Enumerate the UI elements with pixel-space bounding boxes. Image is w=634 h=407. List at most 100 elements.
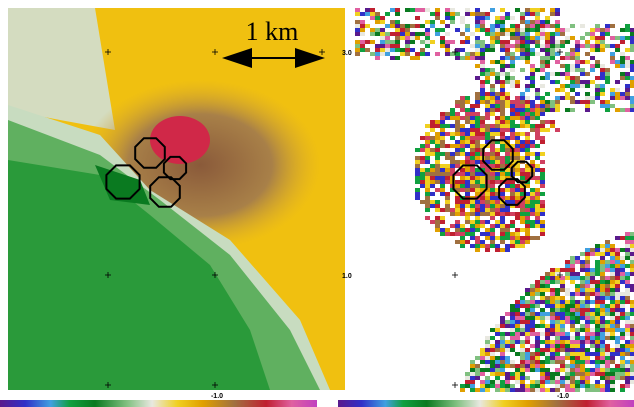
speckle-cell xyxy=(430,124,435,128)
speckle-cell xyxy=(500,92,505,96)
speckle-cell xyxy=(495,164,500,168)
speckle-cell xyxy=(610,268,615,272)
speckle-cell xyxy=(540,28,545,32)
speckle-cell xyxy=(530,320,535,324)
speckle-cell xyxy=(520,356,525,360)
speckle-cell xyxy=(520,140,525,144)
speckle-cell xyxy=(630,108,634,112)
speckle-cell xyxy=(490,380,495,384)
speckle-cell xyxy=(570,292,575,296)
speckle-cell xyxy=(575,360,580,364)
speckle-cell xyxy=(490,132,495,136)
speckle-cell xyxy=(595,308,600,312)
speckle-cell xyxy=(550,308,555,312)
speckle-cell xyxy=(515,172,520,176)
speckle-cell xyxy=(470,220,475,224)
speckle-cell xyxy=(630,244,634,248)
speckle-cell xyxy=(490,160,495,164)
speckle-cell xyxy=(485,156,490,160)
speckle-cell xyxy=(430,180,435,184)
speckle-cell xyxy=(600,92,605,96)
speckle-cell xyxy=(615,372,620,376)
speckle-cell xyxy=(625,72,630,76)
speckle-cell xyxy=(515,80,520,84)
speckle-cell xyxy=(400,28,405,32)
speckle-cell xyxy=(450,136,455,140)
speckle-cell xyxy=(415,156,420,160)
speckle-cell xyxy=(605,252,610,256)
speckle-cell xyxy=(465,8,470,12)
speckle-cell xyxy=(520,208,525,212)
speckle-cell xyxy=(535,16,540,20)
speckle-cell xyxy=(535,224,540,228)
speckle-cell xyxy=(515,28,520,32)
speckle-cell xyxy=(420,48,425,52)
speckle-cell xyxy=(575,348,580,352)
speckle-cell xyxy=(560,296,565,300)
speckle-cell xyxy=(540,128,545,132)
speckle-cell xyxy=(470,360,475,364)
speckle-cell xyxy=(530,224,535,228)
speckle-cell xyxy=(435,200,440,204)
speckle-cell xyxy=(455,56,460,60)
speckle-cell xyxy=(470,232,475,236)
speckle-cell xyxy=(625,36,630,40)
speckle-cell xyxy=(465,180,470,184)
speckle-cell xyxy=(610,380,615,384)
speckle-cell xyxy=(485,132,490,136)
speckle-cell xyxy=(465,220,470,224)
speckle-cell xyxy=(485,192,490,196)
speckle-cell xyxy=(570,264,575,268)
speckle-cell xyxy=(455,144,460,148)
speckle-cell xyxy=(465,144,470,148)
speckle-cell xyxy=(590,100,595,104)
speckle-cell xyxy=(420,160,425,164)
speckle-cell xyxy=(505,188,510,192)
speckle-cell xyxy=(570,360,575,364)
speckle-cell xyxy=(435,144,440,148)
speckle-cell xyxy=(490,336,495,340)
speckle-cell xyxy=(605,352,610,356)
speckle-cell xyxy=(500,100,505,104)
color-bar xyxy=(338,400,634,407)
speckle-cell xyxy=(550,36,555,40)
speckle-cell xyxy=(615,336,620,340)
speckle-cell xyxy=(510,304,515,308)
speckle-cell xyxy=(575,368,580,372)
speckle-cell xyxy=(445,176,450,180)
speckle-cell xyxy=(605,308,610,312)
speckle-cell xyxy=(545,336,550,340)
speckle-cell xyxy=(610,96,615,100)
speckle-cell xyxy=(430,184,435,188)
speckle-cell xyxy=(495,208,500,212)
speckle-cell xyxy=(480,64,485,68)
speckle-cell xyxy=(435,136,440,140)
speckle-cell xyxy=(460,180,465,184)
speckle-cell xyxy=(590,384,595,388)
speckle-cell xyxy=(500,120,505,124)
speckle-cell xyxy=(610,256,615,260)
speckle-cell xyxy=(550,52,555,56)
speckle-cell xyxy=(485,244,490,248)
speckle-cell xyxy=(555,296,560,300)
speckle-cell xyxy=(485,204,490,208)
speckle-cell xyxy=(590,252,595,256)
speckle-cell xyxy=(565,76,570,80)
speckle-cell xyxy=(445,208,450,212)
speckle-cell xyxy=(550,8,555,12)
speckle-cell xyxy=(560,312,565,316)
speckle-cell xyxy=(395,56,400,60)
speckle-cell xyxy=(475,156,480,160)
speckle-cell xyxy=(615,284,620,288)
speckle-cell xyxy=(590,360,595,364)
speckle-cell xyxy=(495,16,500,20)
speckle-cell xyxy=(545,288,550,292)
speckle-cell xyxy=(500,48,505,52)
speckle-cell xyxy=(505,384,510,388)
speckle-cell xyxy=(560,320,565,324)
speckle-cell xyxy=(445,200,450,204)
speckle-cell xyxy=(510,324,515,328)
speckle-cell xyxy=(505,80,510,84)
speckle-cell xyxy=(460,16,465,20)
speckle-cell xyxy=(530,152,535,156)
